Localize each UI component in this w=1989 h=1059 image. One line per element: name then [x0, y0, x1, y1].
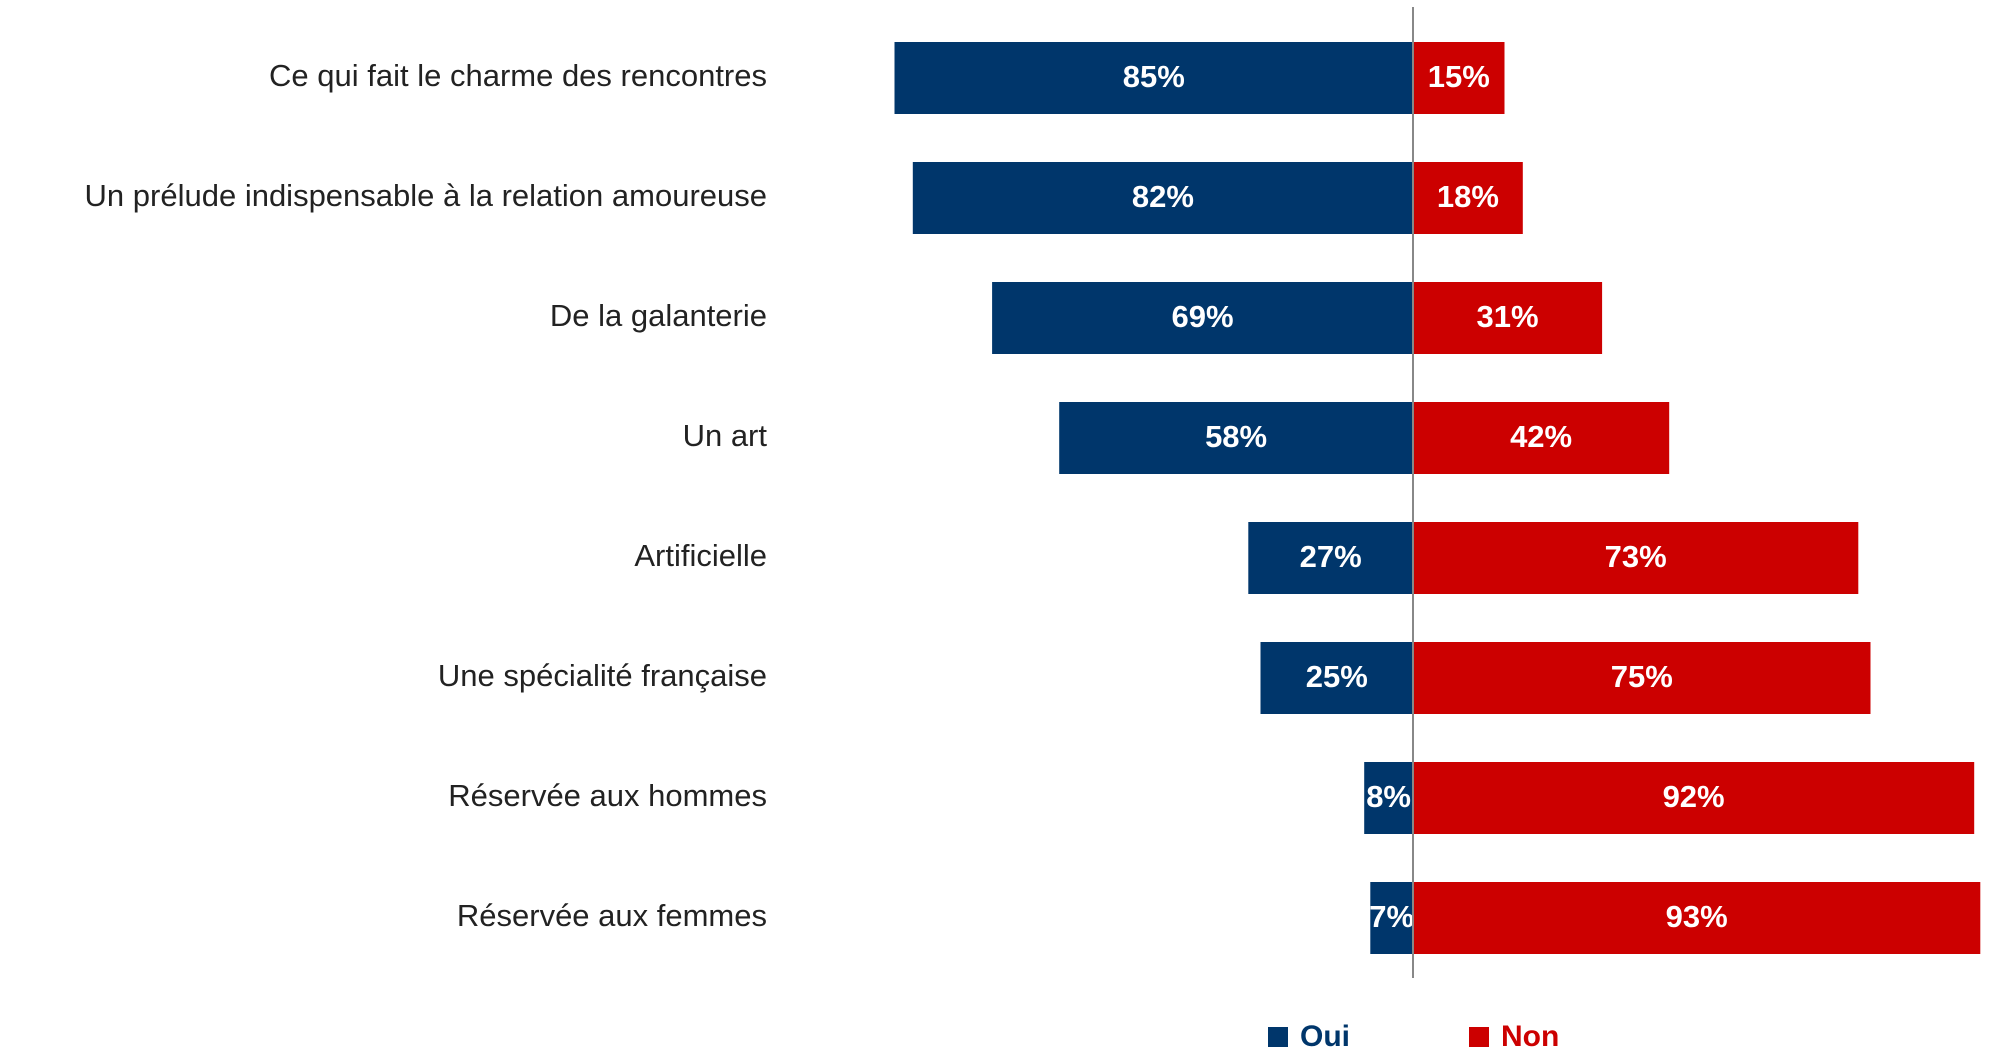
- value-label: 58%: [1205, 419, 1267, 454]
- bar: [1260, 642, 1413, 714]
- bar: [1370, 882, 1413, 954]
- category-label: Réservée aux femmes: [457, 898, 767, 933]
- value-label: 15%: [1428, 59, 1490, 94]
- value-label: 85%: [1123, 59, 1185, 94]
- value-label: 8%: [1366, 779, 1411, 814]
- legend-label: Oui: [1300, 1020, 1350, 1053]
- value-label: 73%: [1605, 539, 1667, 574]
- value-label: 7%: [1369, 899, 1414, 934]
- value-label: 75%: [1611, 659, 1673, 694]
- value-label: 18%: [1437, 179, 1499, 214]
- value-label: 92%: [1663, 779, 1725, 814]
- legend-swatch: [1469, 1027, 1489, 1047]
- value-label: 82%: [1132, 179, 1194, 214]
- bar: [1413, 642, 1871, 714]
- value-label: 93%: [1666, 899, 1728, 934]
- bar: [1364, 762, 1413, 834]
- bar: [1413, 882, 1981, 954]
- bar: [1413, 42, 1505, 114]
- bar: [1413, 402, 1670, 474]
- bar: [1413, 522, 1859, 594]
- bar: [1413, 282, 1603, 354]
- value-label: 27%: [1300, 539, 1362, 574]
- bar: [1413, 762, 1975, 834]
- category-label: Ce qui fait le charme des rencontres: [269, 58, 767, 93]
- bar: [912, 162, 1413, 234]
- category-label: Un prélude indispensable à la relation a…: [85, 178, 767, 213]
- category-label: Un art: [683, 418, 768, 453]
- category-label: Une spécialité française: [438, 658, 767, 693]
- bar: [1059, 402, 1413, 474]
- bar: [1413, 162, 1523, 234]
- bar: [894, 42, 1413, 114]
- value-label: 69%: [1172, 299, 1234, 334]
- category-label: Réservée aux hommes: [448, 778, 767, 813]
- category-label: Artificielle: [634, 538, 767, 573]
- category-label: De la galanterie: [550, 298, 767, 333]
- value-label: 25%: [1306, 659, 1368, 694]
- value-label: 42%: [1510, 419, 1572, 454]
- legend-label: Non: [1501, 1020, 1559, 1053]
- legend-swatch: [1268, 1027, 1288, 1047]
- value-label: 31%: [1477, 299, 1539, 334]
- bar: [992, 282, 1413, 354]
- bar: [1248, 522, 1413, 594]
